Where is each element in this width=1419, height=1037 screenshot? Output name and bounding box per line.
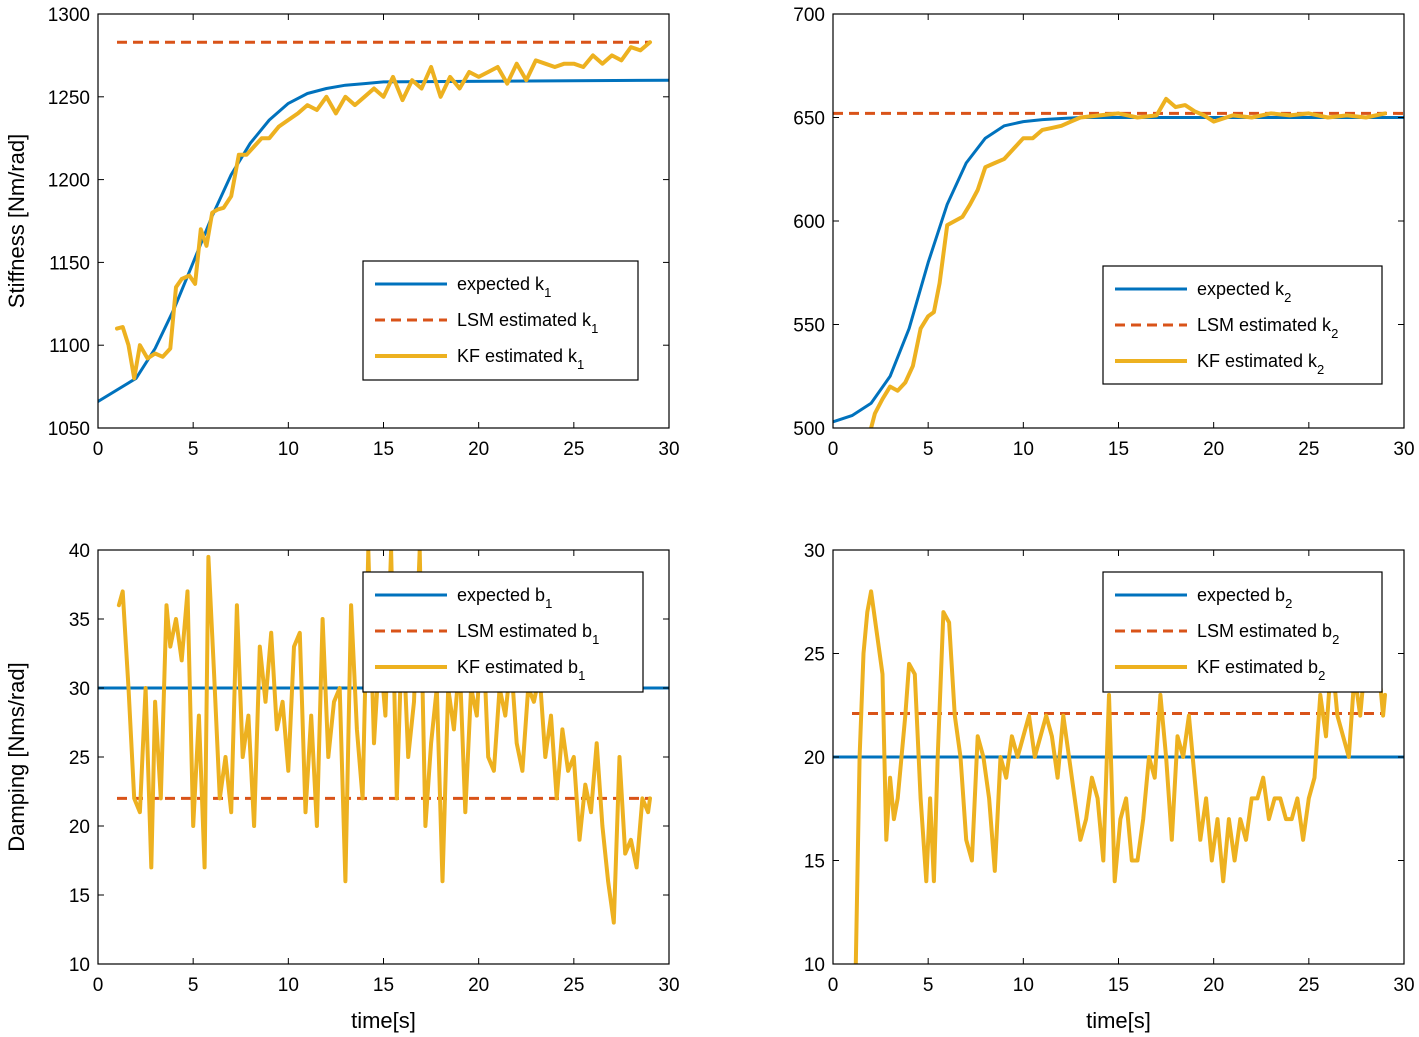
y-tick-label: 500 (793, 419, 825, 440)
x-tick-label: 25 (563, 439, 584, 460)
y-tick-label: 650 (793, 109, 825, 130)
y-tick-label: 25 (69, 748, 90, 769)
x-axis-label: time[s] (351, 1008, 416, 1033)
chart-panel-b1: 0 5 10 15 20 25 30 10 15 20 25 30 35 40 time[s] Damping… (4, 541, 680, 1033)
y-tick-label: 700 (793, 5, 825, 26)
legend-entry-label: LSM estimated k2 (1197, 315, 1338, 341)
x-tick-label: 10 (278, 439, 299, 460)
legend-entry-label: KF estimated b2 (1197, 657, 1325, 683)
x-tick-label: 15 (373, 975, 394, 996)
x-tick-label: 5 (923, 975, 934, 996)
series-line-kf-estimated-b2 (853, 589, 1387, 964)
x-tick-label: 25 (1298, 439, 1319, 460)
series-line-kf-estimated-k2 (869, 96, 1387, 428)
y-tick-label: 1150 (49, 253, 90, 274)
x-tick-label: 20 (468, 975, 489, 996)
y-tick-label: 10 (69, 955, 90, 976)
x-axis-label: time[s] (1086, 1008, 1151, 1033)
chart-panel-k1: 0 5 10 15 20 25 30 1050 1100 1150 1200 1250 1300 Stif… (4, 5, 680, 460)
y-axis-label: Damping [Nms/rad] (4, 662, 29, 852)
x-tick-label: 30 (1393, 439, 1414, 460)
x-tick-label: 20 (1203, 975, 1224, 996)
y-tick-label: 1100 (49, 336, 90, 357)
y-tick-label: 20 (69, 817, 90, 838)
y-tick-label: 30 (804, 541, 825, 562)
legend-entry-label: expected b1 (457, 585, 552, 611)
legend-entry-label: expected b2 (1197, 585, 1292, 611)
x-tick-label: 0 (93, 439, 104, 460)
legend-entry-label: KF estimated k2 (1197, 351, 1324, 377)
x-tick-label: 15 (1108, 975, 1129, 996)
y-tick-label: 10 (804, 955, 825, 976)
y-tick-label: 1050 (48, 419, 90, 440)
y-tick-label: 25 (804, 645, 825, 666)
legend-entry-label: LSM estimated b2 (1197, 621, 1339, 647)
x-tick-label: 25 (1298, 975, 1319, 996)
x-tick-label: 30 (1393, 975, 1414, 996)
legend: expected k2 LSM estimated k2 KF estimated … (1102, 265, 1383, 385)
y-tick-label: 40 (69, 541, 90, 562)
y-tick-label: 20 (804, 748, 825, 769)
x-tick-label: 10 (1013, 975, 1034, 996)
legend-entry-label: LSM estimated b1 (457, 621, 599, 647)
legend-entry-label: expected k2 (1197, 279, 1291, 305)
x-tick-label: 5 (923, 439, 934, 460)
legend: expected b1 LSM estimated b1 KF estimated … (362, 571, 644, 693)
x-tick-label: 20 (1203, 439, 1224, 460)
series-line-expected-k2 (833, 116, 1404, 424)
chart-panel-b2: 0 5 10 15 20 25 30 10 15 20 25 30 time[s] expected b2… (804, 541, 1415, 1033)
x-tick-label: 30 (658, 975, 679, 996)
x-tick-label: 15 (373, 439, 394, 460)
legend-entry-label: LSM estimated k1 (457, 310, 598, 336)
series-line-expected-k1 (98, 78, 669, 403)
legend-entry-label: KF estimated b1 (457, 657, 585, 683)
x-tick-label: 10 (278, 975, 299, 996)
y-tick-label: 1300 (48, 5, 90, 26)
legend: expected b2 LSM estimated b2 KF estimated … (1102, 571, 1383, 693)
x-tick-label: 5 (188, 975, 199, 996)
x-tick-label: 25 (563, 975, 584, 996)
y-tick-label: 15 (69, 886, 90, 907)
y-tick-label: 550 (793, 316, 825, 337)
y-tick-label: 600 (793, 212, 825, 233)
legend-entry-label: KF estimated k1 (457, 346, 584, 372)
x-tick-label: 10 (1013, 439, 1034, 460)
y-tick-label: 1250 (48, 88, 90, 109)
x-tick-label: 20 (468, 439, 489, 460)
legend: expected k1 LSM estimated k1 KF estimated … (362, 260, 639, 381)
x-tick-label: 30 (658, 439, 679, 460)
legend-entry-label: expected k1 (457, 274, 551, 300)
x-tick-label: 0 (93, 975, 104, 996)
x-tick-label: 0 (828, 439, 839, 460)
y-tick-label: 1200 (48, 171, 90, 192)
series-line-kf-estimated-k1 (115, 40, 652, 381)
y-tick-label: 30 (69, 679, 90, 700)
y-axis-label: Stiffness [Nm/rad] (4, 134, 29, 308)
y-tick-label: 15 (804, 852, 825, 873)
chart-panel-k2: 0 5 10 15 20 25 30 500 550 600 650 700 expected k2 LS… (793, 5, 1414, 460)
x-tick-label: 15 (1108, 439, 1129, 460)
y-tick-label: 35 (69, 610, 90, 631)
x-tick-label: 5 (188, 439, 199, 460)
x-tick-label: 0 (828, 975, 839, 996)
